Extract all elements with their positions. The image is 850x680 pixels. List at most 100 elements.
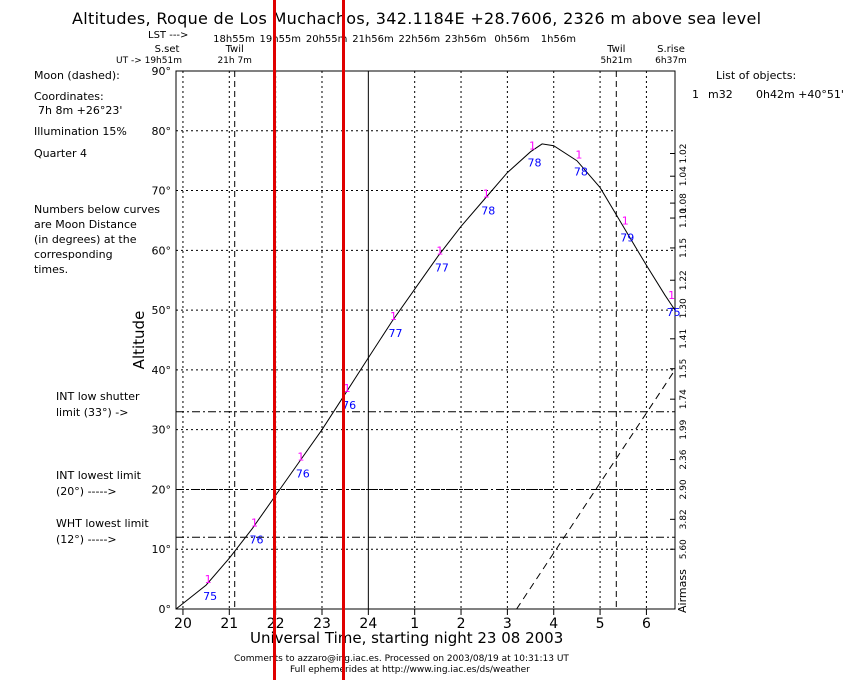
lst-tick-label: 19h55m (260, 34, 302, 45)
x-axis-label: Universal Time, starting night 23 08 200… (250, 629, 564, 647)
moon-illumination: Illumination 15% (34, 125, 127, 138)
airmass-tick-label: 1.04 (679, 166, 689, 186)
y-tick-label: 90° (152, 65, 172, 78)
airmass-tick-label: 5.60 (679, 539, 689, 559)
object-marker-label: 1 (390, 310, 397, 323)
lst-tick-label: 20h55m (306, 34, 348, 45)
moon-distance-label: 78 (574, 166, 588, 179)
event-time-label: 6h37m (655, 56, 687, 66)
x-tick-label: 20 (174, 616, 192, 632)
airmass-tick-label: 1.74 (679, 389, 689, 409)
int-shutter-limit-value: limit (33°) -> (56, 406, 129, 419)
object-marker-label: 1 (622, 214, 629, 227)
object-marker-label: 1 (297, 451, 304, 464)
wht-lowest-limit-value: (12°) -----> (56, 533, 117, 546)
x-tick-label: 2 (457, 616, 466, 632)
event-label: S.set (155, 44, 180, 55)
moon-distance-label: 78 (528, 157, 542, 170)
object-marker-label: 1 (483, 188, 490, 201)
moon-distance-label: 76 (249, 533, 263, 546)
object-marker-label: 1 (436, 244, 443, 257)
event-label: S.rise (657, 44, 685, 55)
moon-quarter: Quarter 4 (34, 147, 87, 160)
airmass-tick-label: 1.08 (679, 193, 689, 213)
y-axis-label: Altitude (130, 311, 148, 370)
moon-distance-label: 77 (435, 261, 449, 274)
object-marker-label: 1 (251, 516, 258, 529)
x-tick-label: 23 (313, 616, 331, 632)
airmass-tick-label: 1.22 (679, 270, 689, 290)
y-tick-label: 20° (152, 483, 172, 496)
moon-distance-label: 77 (389, 327, 403, 340)
object-id: 1 (692, 88, 699, 101)
airmass-axis-label: Airmass (676, 569, 689, 613)
moon-distance-label: 79 (620, 231, 634, 244)
x-tick-label: 21 (220, 616, 238, 632)
x-tick-label: 3 (503, 616, 512, 632)
y-tick-label: 50° (152, 304, 172, 317)
y-tick-label: 70° (152, 185, 172, 198)
moon-note-line: Numbers below curves (34, 203, 160, 216)
moon-distance-label: 76 (342, 399, 356, 412)
lst-tick-label: 21h56m (352, 34, 394, 45)
moon-note-line: are Moon Distance (34, 218, 137, 231)
event-time-label: 5h21m (600, 56, 632, 66)
ut-start-label: UT -> 19h51m (116, 56, 182, 66)
event-label: Twil (225, 44, 244, 55)
chart-title: Altitudes, Roque de Los Muchachos, 342.1… (72, 9, 762, 28)
object-marker-label: 1 (205, 573, 212, 586)
airmass-tick-label: 1.99 (679, 419, 689, 439)
object-altitude-curve (175, 143, 676, 610)
objects-heading: List of objects: (716, 69, 797, 82)
moon-distance-label: 76 (296, 468, 310, 481)
airmass-tick-label: 2.90 (679, 479, 689, 499)
moon-note-line: times. (34, 263, 69, 276)
x-tick-label: 6 (642, 616, 651, 632)
y-tick-label: 0° (159, 603, 172, 616)
lst-tick-label: 18h55m (213, 34, 255, 45)
object-name: m32 (708, 88, 733, 101)
y-tick-label: 60° (152, 244, 172, 257)
int-lowest-limit-label: INT lowest limit (56, 469, 141, 482)
airmass-tick-label: 3.82 (679, 509, 689, 529)
y-tick-label: 80° (152, 125, 172, 138)
airmass-tick-label: 1.41 (679, 329, 689, 349)
lst-tick-label: 23h56m (445, 34, 487, 45)
airmass-tick-label: 1.02 (679, 143, 689, 163)
event-time-label: 21h 7m (217, 56, 252, 66)
wht-lowest-limit-label: WHT lowest limit (56, 517, 149, 530)
y-tick-label: 10° (152, 543, 172, 556)
moon-distance-label: 78 (481, 205, 495, 218)
plot-frame (175, 70, 676, 610)
moon-label: Moon (dashed): (34, 69, 120, 82)
moon-note-line: (in degrees) at the (34, 233, 137, 246)
moon-coords-label: Coordinates: (34, 90, 104, 103)
object-marker-label: 1 (575, 149, 582, 162)
moon-coords-value: 7h 8m +26°23' (38, 104, 123, 117)
object-coords: 0h42m +40°51' (756, 88, 844, 101)
moon-distance-label: 75 (667, 306, 681, 319)
x-tick-label: 1 (410, 616, 419, 632)
lst-tick-label: 22h56m (399, 34, 441, 45)
overlay-line (273, 0, 276, 680)
x-tick-label: 5 (596, 616, 605, 632)
object-marker-label: 1 (344, 382, 351, 395)
footer-ephemerides: Full ephemerides at http://www.ing.iac.e… (290, 665, 530, 675)
overlay-line (342, 0, 345, 680)
airmass-tick-label: 1.10 (679, 208, 689, 228)
airmass-tick-label: 1.55 (679, 359, 689, 379)
lst-label: LST ---> (148, 30, 189, 41)
object-marker-label: 1 (529, 140, 536, 153)
lst-tick-label: 0h56m (494, 34, 529, 45)
y-tick-label: 30° (152, 424, 172, 437)
x-tick-label: 4 (549, 616, 558, 632)
moon-note-line: corresponding (34, 248, 113, 261)
int-lowest-limit-value: (20°) -----> (56, 485, 117, 498)
footer-comments: Comments to azzaro@ing.iac.es. Processed… (234, 654, 569, 664)
int-shutter-limit-label: INT low shutter (56, 390, 140, 403)
airmass-tick-label: 2.36 (679, 449, 689, 469)
y-tick-label: 40° (152, 364, 172, 377)
lst-tick-label: 1h56m (541, 34, 576, 45)
airmass-tick-label: 1.15 (679, 238, 689, 258)
